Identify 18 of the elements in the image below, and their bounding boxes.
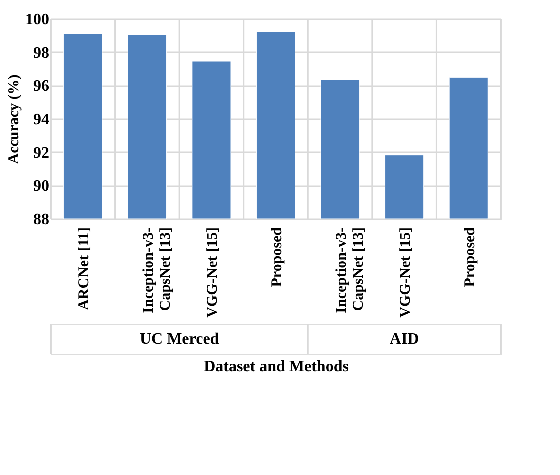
y-tick-label: 96	[34, 78, 50, 96]
x-tick-label: Inception-v3-CapsNet [13]	[334, 228, 367, 314]
text: UC Merced	[140, 331, 220, 348]
x-axis-title: Dataset and Methods	[204, 358, 349, 376]
y-axis-title: Accuracy (%)	[6, 74, 22, 164]
x-tick-label: Proposed	[270, 226, 286, 288]
y-tick-label: 94	[34, 112, 50, 128]
text: AID	[390, 331, 420, 348]
x-tick-label: Inception-v3-CapsNet [13]	[140, 228, 174, 314]
x-tick-label: ARCNet [11]	[76, 228, 93, 310]
x-tick-label: VGG-Net [15]	[398, 228, 414, 318]
y-tick-label: 98	[34, 44, 50, 62]
y-tick-label: 92	[34, 144, 50, 162]
y-tick-label: 90	[34, 178, 50, 196]
x-tick-label: VGG-Net [15]	[205, 228, 222, 318]
y-tick-label: 88	[34, 212, 50, 228]
x-tick-label: Proposed	[462, 226, 478, 288]
y-tick-label: 100	[26, 12, 50, 28]
